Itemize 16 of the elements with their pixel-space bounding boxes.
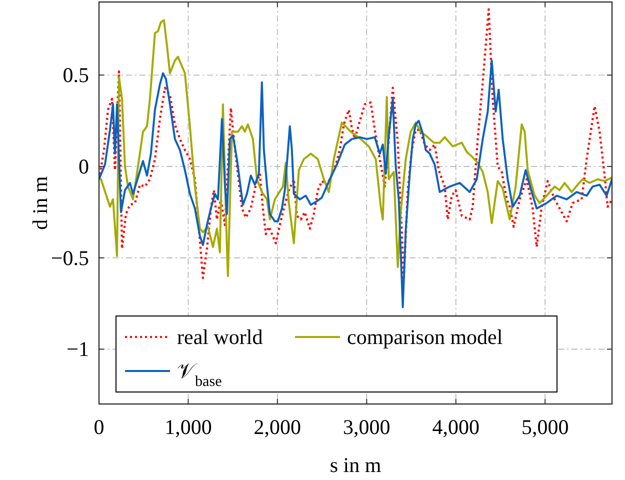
y-tick-label: −1 bbox=[66, 337, 89, 362]
y-axis-title: d in m bbox=[28, 176, 52, 230]
x-tick-label: 3,000 bbox=[343, 415, 390, 439]
y-tick-label: 0 bbox=[78, 154, 89, 178]
line-series bbox=[99, 59, 612, 308]
legend-label: real world bbox=[177, 325, 264, 349]
x-tick-label: 4,000 bbox=[432, 415, 480, 439]
x-tick-label: 0 bbox=[94, 415, 104, 439]
x-tick-label: 5,000 bbox=[521, 415, 569, 439]
x-tick-label: 2,000 bbox=[254, 415, 302, 439]
x-axis-title: s in m bbox=[330, 453, 382, 477]
x-tick-label: 1,000 bbox=[164, 415, 212, 439]
legend-label: 𝒱$_{base}$ bbox=[177, 359, 222, 390]
y-tick-label: 0.5 bbox=[62, 63, 89, 88]
y-tick-label: −0.5 bbox=[50, 246, 89, 270]
legend-label: comparison model bbox=[347, 325, 503, 349]
